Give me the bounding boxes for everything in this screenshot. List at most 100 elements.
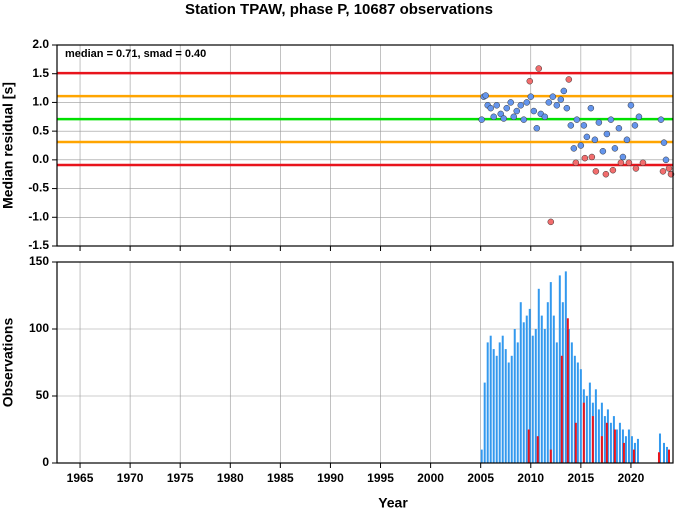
bar — [558, 275, 561, 463]
x-tick-label: 1995 — [367, 471, 394, 485]
bar — [570, 342, 573, 463]
x-tick-label: 2020 — [618, 471, 645, 485]
point — [530, 107, 538, 115]
bar — [519, 302, 522, 463]
x-tick-label: 2015 — [567, 471, 594, 485]
point — [627, 102, 635, 109]
point — [565, 76, 573, 83]
x-tick-label: 1975 — [167, 471, 194, 485]
chart-title: Station TPAW, phase P, 10687 observation… — [185, 1, 493, 18]
bar — [513, 329, 516, 463]
x-tick-label: 2005 — [467, 471, 494, 485]
point — [527, 93, 535, 100]
x-tick-label: 1965 — [67, 471, 94, 485]
point — [592, 168, 600, 175]
bar — [537, 288, 540, 463]
y-tick-label: 1.5 — [32, 66, 49, 80]
bar — [622, 442, 625, 463]
bar — [549, 449, 552, 463]
point — [660, 139, 668, 146]
point — [591, 136, 599, 144]
bar — [588, 382, 591, 463]
point — [631, 122, 639, 129]
bar — [597, 409, 600, 463]
point — [619, 153, 627, 161]
bar — [492, 349, 495, 463]
bar — [576, 362, 579, 463]
point — [526, 77, 534, 85]
point — [541, 113, 549, 121]
point — [553, 102, 561, 109]
bar — [665, 446, 668, 463]
bar — [522, 322, 525, 463]
bar — [525, 315, 528, 463]
x-tick-label: 1980 — [217, 471, 244, 485]
bar — [564, 271, 567, 463]
y-tick-label: 150 — [29, 254, 49, 268]
point — [635, 113, 643, 121]
y-axis-label: Median residual [s] — [0, 82, 16, 209]
bar — [483, 382, 486, 463]
bar — [486, 342, 489, 463]
point — [490, 113, 497, 121]
x-tick-label: 1985 — [267, 471, 294, 485]
bar — [579, 369, 582, 463]
bar — [567, 329, 570, 463]
point — [547, 218, 555, 226]
bar — [624, 436, 627, 463]
point — [478, 116, 485, 123]
point — [639, 159, 647, 166]
point — [572, 159, 580, 166]
bar — [615, 429, 618, 463]
point — [549, 93, 557, 100]
plot-frame — [56, 44, 674, 247]
point — [557, 96, 565, 103]
bar — [606, 409, 609, 463]
point — [570, 145, 578, 152]
bar — [600, 402, 603, 463]
x-tick-label: 1970 — [117, 471, 144, 485]
point — [599, 147, 607, 155]
bar — [504, 349, 507, 463]
bar — [555, 342, 558, 463]
bar — [591, 416, 594, 463]
bar — [536, 436, 539, 463]
bar — [603, 416, 606, 463]
point — [659, 168, 667, 175]
y-tick-label: 1.0 — [32, 95, 49, 109]
bar — [501, 335, 504, 463]
bar — [658, 433, 661, 463]
bar — [566, 318, 569, 463]
bar — [527, 429, 530, 463]
bar — [636, 438, 639, 463]
y-tick-label: 0.5 — [32, 123, 49, 137]
bar — [560, 355, 563, 463]
point — [587, 104, 595, 112]
x-tick-label: 1990 — [317, 471, 344, 485]
bar — [534, 329, 537, 463]
point — [583, 133, 591, 141]
bar — [489, 335, 492, 463]
bar — [495, 355, 498, 463]
point — [507, 99, 514, 106]
bar — [612, 416, 615, 463]
annotation: median = 0.71, smad = 0.40 — [65, 48, 206, 60]
bar — [600, 436, 603, 463]
bar — [630, 436, 633, 463]
point — [623, 136, 631, 144]
bar — [618, 422, 621, 463]
bar — [573, 355, 576, 463]
bar — [609, 422, 612, 463]
point — [609, 166, 617, 174]
point — [577, 142, 585, 149]
bar — [613, 429, 616, 463]
point — [632, 165, 640, 172]
bar — [561, 302, 564, 463]
point — [523, 99, 531, 106]
y-tick-label: 0.0 — [32, 152, 49, 166]
point — [487, 104, 494, 112]
y-tick-label: 2.0 — [32, 37, 49, 51]
point — [493, 102, 500, 109]
plot-frame — [56, 261, 674, 464]
